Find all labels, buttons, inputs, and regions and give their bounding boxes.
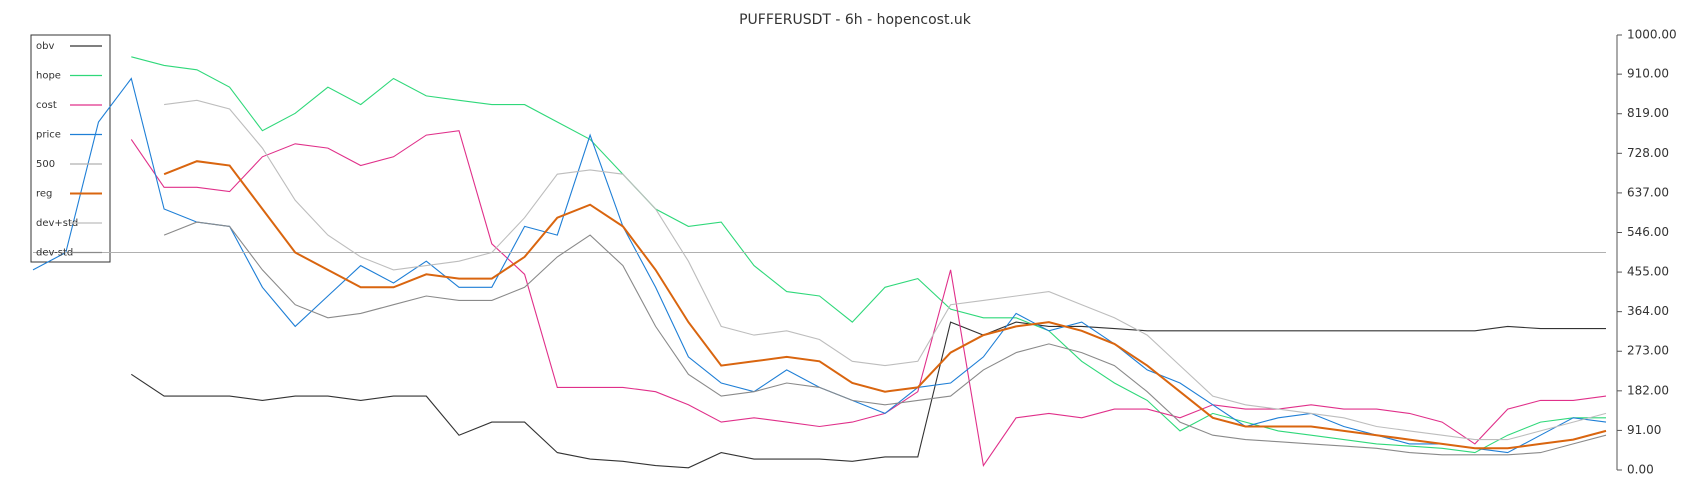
series-line: [163, 160, 1607, 450]
legend-label: obv: [36, 41, 54, 52]
y-tick-label: 0.00: [1627, 463, 1654, 477]
legend-label: dev-std: [36, 248, 73, 259]
legend-label: dev+std: [36, 218, 78, 229]
y-tick-label: 546.00: [1627, 225, 1669, 239]
y-tick-label: 728.00: [1627, 146, 1669, 160]
legend-label: reg: [36, 189, 52, 200]
series-line: [130, 130, 1607, 468]
series-line: [164, 99, 1607, 441]
series-line: [130, 321, 1606, 469]
legend-label: 500: [36, 159, 55, 170]
legend-label: price: [36, 130, 61, 141]
legend-label: cost: [36, 100, 57, 111]
y-tick-label: 182.00: [1627, 383, 1669, 397]
y-tick-label: 455.00: [1627, 265, 1669, 279]
series-line: [163, 221, 1607, 456]
y-tick-label: 364.00: [1627, 304, 1669, 318]
y-tick-label: 91.00: [1627, 423, 1661, 437]
y-tick-label: 637.00: [1627, 185, 1669, 199]
y-tick-label: 910.00: [1627, 67, 1669, 81]
legend-label: hope: [36, 71, 61, 82]
series-line: [131, 56, 1606, 454]
legend-box: [30, 34, 111, 263]
y-tick-label: 819.00: [1627, 106, 1669, 120]
y-tick-label: 273.00: [1627, 344, 1669, 358]
y-tick-label: 1000.00: [1627, 28, 1677, 42]
series-line: [32, 77, 1607, 454]
chart-title: PUFFERUSDT - 6h - hopencost.uk: [739, 12, 972, 28]
legend: obv hope cost price 500 reg dev+std dev-std: [36, 41, 102, 259]
